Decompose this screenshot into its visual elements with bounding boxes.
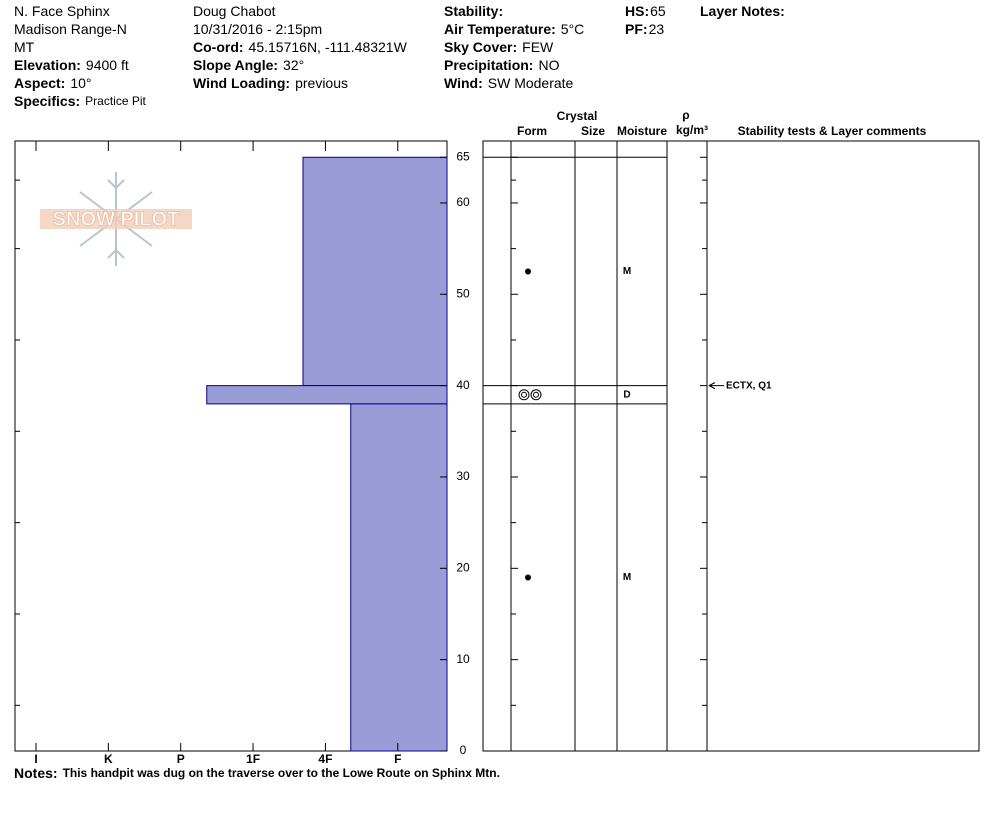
header-field: Elevation: 9400 ft [14, 57, 129, 73]
header-label: Aspect: [14, 75, 65, 91]
header-text: 10/31/2016 - 2:15pm [193, 21, 322, 37]
table-columns [510, 141, 708, 751]
header-field: MT [14, 39, 35, 55]
grain-form [525, 574, 531, 581]
notes-text: This handpit was dug on the traverse ove… [63, 766, 500, 780]
header-label: Wind Loading: [193, 75, 290, 91]
grain-form [518, 389, 530, 401]
header-field: PF:23 [625, 21, 664, 37]
header-label: Stability: [444, 3, 503, 19]
header-field: Specifics: Practice Pit [14, 93, 146, 109]
notes-label: Notes: [14, 765, 58, 781]
header-value: 23 [649, 21, 665, 37]
grain-form [521, 391, 527, 398]
header-field: Stability: [444, 3, 503, 19]
x-tick-label: 4F [318, 752, 332, 766]
x-tick-label: F [394, 752, 401, 766]
header-label: Layer Notes: [700, 3, 785, 19]
hardness-bar [206, 385, 448, 405]
header-label: Co-ord: [193, 39, 244, 55]
header-field: Aspect: 10° [14, 75, 92, 91]
header-text: MT [14, 39, 35, 55]
header-label: Slope Angle: [193, 57, 278, 73]
header-value: 45.15716N, -111.48321W [249, 39, 408, 55]
header-field: Air Temperature: 5°C [444, 21, 584, 37]
header-value: 5°C [561, 21, 585, 37]
grain-form [533, 391, 539, 398]
header-label: Wind: [444, 75, 483, 91]
header-field: Wind: SW Moderate [444, 75, 574, 91]
header-value: NO [538, 57, 559, 73]
x-tick-label: I [34, 752, 37, 766]
y-tick-label: 60 [456, 195, 470, 209]
header-text: N. Face Sphinx [14, 3, 110, 19]
header-field: Doug Chabot [193, 3, 276, 19]
header-value: 10° [70, 75, 91, 91]
header-value: SW Moderate [488, 75, 574, 91]
x-tick-label: P [177, 752, 185, 766]
header-text: Doug Chabot [193, 3, 276, 19]
col-header: Form [517, 124, 547, 138]
hardness-bar [350, 403, 448, 752]
grain-form [525, 268, 531, 275]
header-value: previous [295, 75, 348, 91]
test-arrow [708, 382, 724, 390]
header-field: Wind Loading: previous [193, 75, 348, 91]
header-value: FEW [522, 39, 554, 55]
header-label: Elevation: [14, 57, 81, 73]
header-field: Slope Angle: 32° [193, 57, 304, 73]
header-label: Specifics: [14, 93, 80, 109]
header-value: Practice Pit [85, 94, 146, 108]
moisture: M [623, 572, 631, 583]
header-field: Precipitation: NO [444, 57, 560, 73]
col-header: Crystal [557, 109, 598, 123]
table-frame [482, 140, 980, 752]
header-label: Air Temperature: [444, 21, 556, 37]
y-tick-label: 30 [456, 469, 470, 483]
y-tick-label: 10 [456, 652, 470, 666]
col-header: Moisture [617, 124, 667, 138]
header-value: 65 [650, 3, 666, 19]
header-value: 9400 ft [86, 57, 129, 73]
col-header: Stability tests & Layer comments [738, 124, 927, 138]
y-tick-label: 0 [460, 743, 467, 757]
header-field: N. Face Sphinx [14, 3, 110, 19]
header-field: Layer Notes: [700, 3, 785, 19]
col-header: ρ [682, 108, 689, 122]
notes: Notes: This handpit was dug on the traver… [14, 765, 500, 781]
header-label: Precipitation: [444, 57, 533, 73]
y-tick-label: 40 [456, 378, 470, 392]
header-field: HS:65 [625, 3, 666, 19]
y-tick-label: 65 [456, 149, 470, 163]
header-field: Co-ord: 45.15716N, -111.48321W [193, 39, 408, 55]
y-tick-label: 50 [456, 286, 470, 300]
header-label: HS: [625, 3, 649, 19]
header-value: 32° [283, 57, 304, 73]
header-field: Madison Range-N [14, 21, 127, 37]
logo-text: SNOW PILOT [53, 208, 180, 230]
hardness-bar [302, 156, 448, 387]
logo-band [40, 209, 192, 229]
header-label: PF: [625, 21, 648, 37]
moisture: M [623, 266, 631, 277]
col-header: kg/m³ [676, 123, 708, 137]
test-result: ECTX, Q1 [726, 380, 772, 391]
grain-form [530, 389, 542, 401]
header-text: Madison Range-N [14, 21, 127, 37]
header-field: 10/31/2016 - 2:15pm [193, 21, 322, 37]
moisture: D [623, 389, 630, 400]
header-label: Sky Cover: [444, 39, 517, 55]
x-tick-label: K [104, 752, 113, 766]
header-field: Sky Cover: FEW [444, 39, 554, 55]
col-header: Size [581, 124, 605, 138]
y-tick-label: 20 [456, 560, 470, 574]
x-tick-label: 1F [246, 752, 260, 766]
